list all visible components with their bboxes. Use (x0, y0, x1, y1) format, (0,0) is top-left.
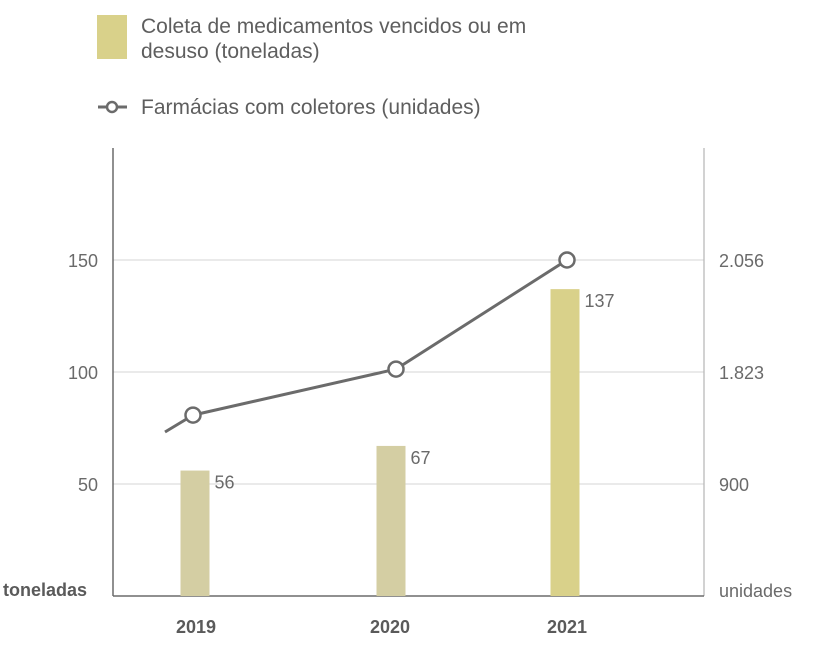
bars (180, 289, 580, 596)
left-axis-unit-label: toneladas (3, 580, 87, 600)
gridlines (113, 259, 704, 485)
right-tick-label: 900 (719, 475, 749, 495)
legend-bar-label-line1: Coleta de medicamentos vencidos ou em (141, 15, 526, 38)
right-axis-ticks: 900 1.823 2.056 (719, 251, 764, 495)
x-tick-label: 2019 (176, 617, 216, 637)
legend-line-label: Farmácias com coletores (unidades) (141, 96, 481, 119)
bar-2021 (550, 289, 580, 596)
bar-2020 (376, 445, 406, 596)
legend: Coleta de medicamentos vencidos ou em de… (97, 15, 526, 119)
x-tick-label: 2020 (370, 617, 410, 637)
bar-value-label: 67 (411, 448, 431, 468)
bar-value-labels: 56 67 137 (215, 291, 615, 492)
line-point-2019 (184, 406, 202, 424)
left-tick-label: 50 (78, 475, 98, 495)
x-axis-labels: 2019 2020 2021 (176, 617, 587, 637)
legend-swatch-marker (105, 100, 119, 114)
right-tick-label: 1.823 (719, 363, 764, 383)
bar-2019 (180, 470, 210, 596)
left-tick-label: 100 (68, 363, 98, 383)
left-axis-ticks: 50 100 150 (68, 251, 98, 495)
legend-swatch-bar (97, 15, 127, 59)
line-point-2021 (558, 251, 576, 269)
bar-value-label: 137 (585, 291, 615, 311)
line-path (164, 258, 568, 434)
plot-frame (112, 148, 705, 597)
left-tick-label: 150 (68, 251, 98, 271)
x-tick-label: 2021 (547, 617, 587, 637)
legend-bar-label-line2: desuso (toneladas) (141, 40, 320, 63)
right-tick-label: 2.056 (719, 251, 764, 271)
line-point-2020 (387, 360, 405, 378)
bar-value-label: 56 (215, 473, 235, 493)
right-axis-unit-label: unidades (719, 581, 792, 601)
line-series (164, 251, 576, 434)
